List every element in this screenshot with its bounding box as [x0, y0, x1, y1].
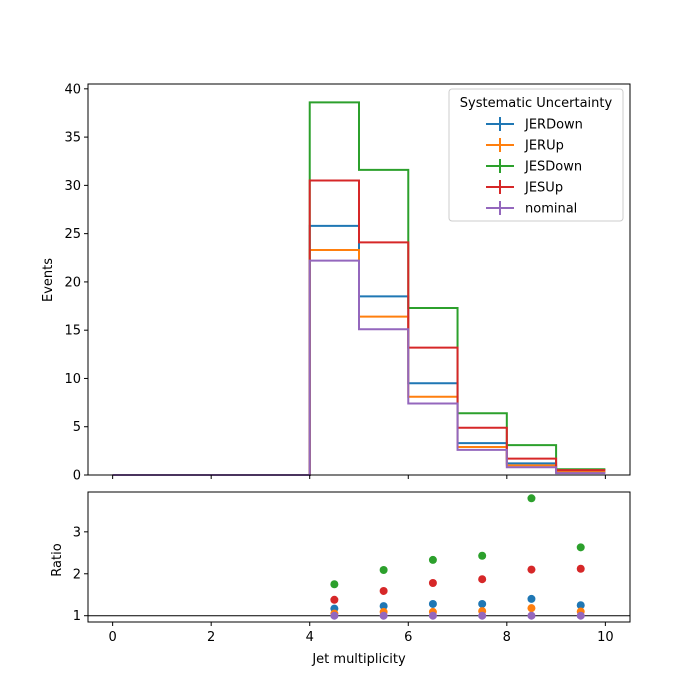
- ratio-point: [379, 611, 388, 620]
- main-y-tick-label: 5: [73, 420, 81, 435]
- ratio-panel: 1 2 3 0 2 4 6 8 10 Ratio Jet multiplicity: [50, 491, 631, 667]
- x-tick-label: 2: [207, 630, 215, 645]
- ratio-point: [576, 564, 585, 573]
- legend-entry-jesdown: JESDown: [486, 159, 582, 175]
- ratio-y-tick-label: 1: [73, 609, 81, 624]
- ratio-point: [576, 543, 585, 552]
- ratio-point: [527, 565, 536, 574]
- ratio-point: [478, 611, 487, 620]
- legend-entry-jerup: JERUp: [486, 138, 564, 154]
- main-panel: 0 5 10 15 20 25 30 35 40 Events: [41, 82, 631, 484]
- legend-entries: JERDown JERUp JESDown JESUp nominal: [486, 117, 583, 217]
- legend-label: JESUp: [524, 181, 563, 196]
- main-tick-layer: 0 5 10 15 20 25 30 35 40: [64, 82, 606, 484]
- x-tick-label: 8: [503, 630, 511, 645]
- ratio-point: [478, 551, 487, 560]
- x-tick-label: 4: [306, 630, 314, 645]
- main-y-tick-label: 30: [64, 179, 81, 194]
- legend-title: Systematic Uncertainty: [460, 96, 613, 111]
- ratio-point: [428, 599, 437, 608]
- ratio-point: [576, 611, 585, 620]
- ratio-point: [478, 575, 487, 584]
- x-tick-label: 10: [597, 630, 614, 645]
- ratio-point: [428, 555, 437, 564]
- main-y-tick-label: 20: [64, 275, 81, 290]
- main-axes-frame: [87, 83, 631, 476]
- legend: Systematic Uncertainty JERDown JERUp JESDo…: [448, 88, 624, 222]
- main-y-tick-label: 10: [64, 372, 81, 387]
- ratio-point: [330, 580, 339, 589]
- ratio-point: [428, 579, 437, 587]
- ratio-point: [527, 494, 536, 503]
- legend-entry-jesup: JESUp: [486, 180, 563, 196]
- main-y-axis-label: Events: [41, 258, 56, 302]
- ratio-tick-layer: 1 2 3 0 2 4 6 8 10: [73, 525, 614, 645]
- ratio-point: [576, 601, 585, 610]
- legend-entry-jerdown: JERDown: [486, 117, 583, 133]
- histogram-series-nominal: [112, 259, 606, 476]
- ratio-point: [379, 566, 388, 574]
- main-y-tick-label: 40: [64, 82, 81, 97]
- ratio-point: [527, 604, 536, 613]
- x-tick-label: 6: [404, 630, 412, 645]
- ratio-y-tick-label: 3: [73, 525, 81, 540]
- ratio-point: [527, 594, 536, 603]
- ratio-series-jesdown: [330, 494, 585, 589]
- legend-entry-nominal: nominal: [486, 201, 577, 217]
- ratio-axes-frame: [87, 491, 631, 623]
- main-y-tick-label: 15: [64, 324, 81, 339]
- ratio-point: [379, 602, 388, 611]
- ratio-series-jesup: [330, 564, 585, 604]
- ratio-point: [379, 586, 388, 595]
- ratio-point: [527, 611, 536, 620]
- ratio-point: [330, 611, 339, 620]
- ratio-y-tick-label: 2: [73, 567, 81, 582]
- legend-label: JERDown: [524, 118, 583, 133]
- ratio-points-layer: [330, 494, 585, 620]
- ratio-y-axis-label: Ratio: [50, 543, 65, 576]
- ratio-series-jerdown: [330, 594, 585, 613]
- main-y-tick-label: 35: [64, 131, 81, 146]
- main-y-tick-label: 0: [73, 469, 81, 484]
- main-y-tick-label: 25: [64, 227, 81, 242]
- x-axis-label: Jet multiplicity: [311, 652, 406, 667]
- x-tick-label: 0: [108, 630, 116, 645]
- ratio-series-nominal: [330, 611, 585, 620]
- legend-label: nominal: [525, 202, 577, 217]
- ratio-point: [330, 595, 339, 604]
- ratio-point: [478, 599, 487, 608]
- legend-label: JERUp: [524, 139, 564, 154]
- legend-label: JESDown: [524, 160, 582, 175]
- ratio-point: [428, 611, 437, 620]
